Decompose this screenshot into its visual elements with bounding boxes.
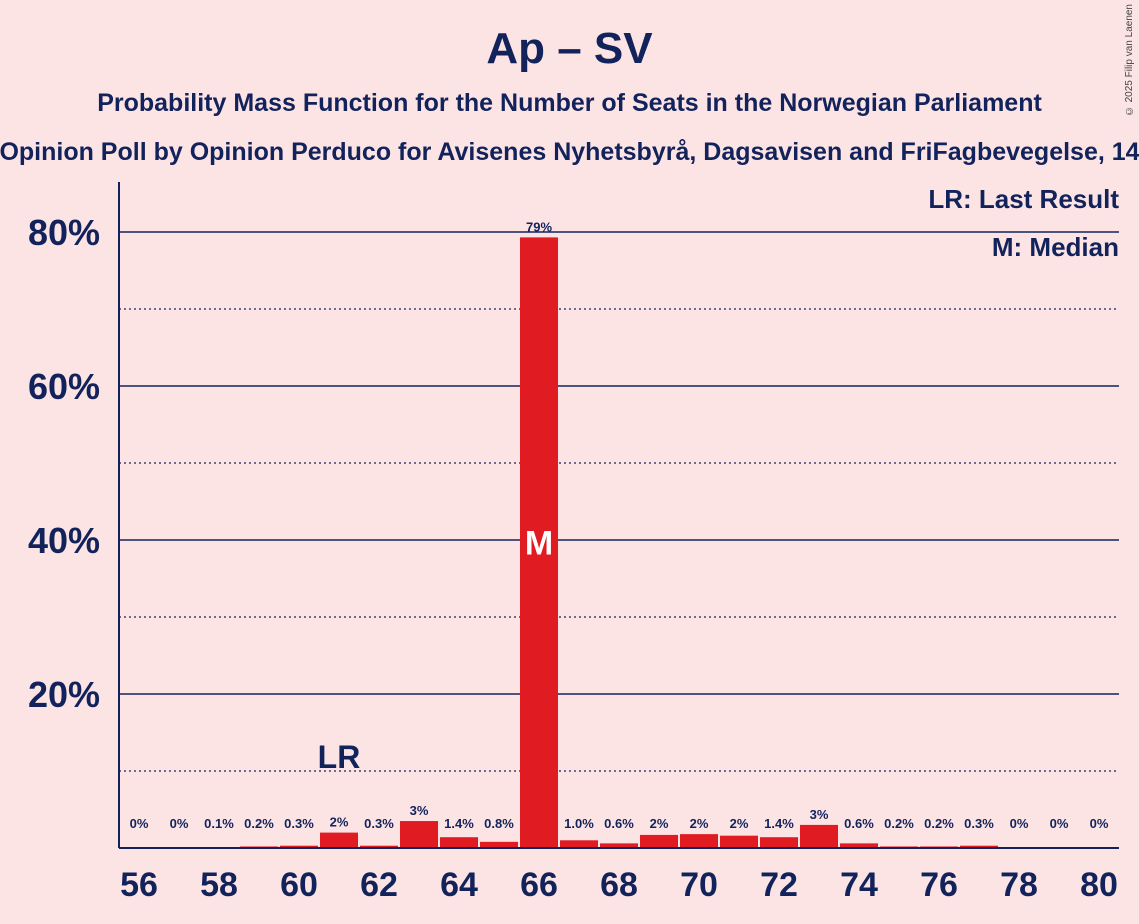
legend-median: M: Median bbox=[991, 232, 1119, 262]
data-label: 3% bbox=[410, 803, 429, 818]
x-tick-label: 60 bbox=[280, 866, 318, 904]
data-label: 1.4% bbox=[764, 816, 794, 831]
y-tick-label: 80% bbox=[28, 212, 100, 253]
data-label: 0.3% bbox=[284, 816, 314, 831]
data-label: 1.4% bbox=[444, 816, 474, 831]
data-label: 3% bbox=[810, 807, 829, 822]
x-tick-label: 70 bbox=[680, 866, 718, 904]
data-label: 0% bbox=[130, 816, 149, 831]
data-label: 0.2% bbox=[884, 816, 914, 831]
bar bbox=[640, 834, 678, 848]
data-label: 0.2% bbox=[244, 816, 274, 831]
x-tick-label: 56 bbox=[120, 866, 158, 904]
data-label: 0.6% bbox=[604, 816, 634, 831]
x-tick-label: 64 bbox=[440, 866, 478, 904]
x-tick-label: 74 bbox=[840, 866, 878, 904]
y-tick-label: 20% bbox=[28, 674, 100, 715]
data-label: 2% bbox=[330, 815, 349, 830]
bar bbox=[600, 843, 638, 848]
data-label: 0.6% bbox=[844, 816, 874, 831]
data-label: 0.3% bbox=[364, 816, 394, 831]
x-tick-label: 62 bbox=[360, 866, 398, 904]
bar bbox=[320, 832, 358, 848]
x-tick-label: 80 bbox=[1080, 866, 1118, 904]
bar bbox=[800, 824, 838, 848]
y-tick-label: 40% bbox=[28, 520, 100, 561]
bar bbox=[480, 841, 518, 848]
legend-last-result: LR: Last Result bbox=[928, 184, 1119, 214]
data-label: 2% bbox=[650, 816, 669, 831]
bar bbox=[360, 845, 398, 848]
data-label: 0% bbox=[170, 816, 189, 831]
y-tick-label: 60% bbox=[28, 366, 100, 407]
data-label: 0.1% bbox=[204, 816, 234, 831]
data-label: 1.0% bbox=[564, 816, 594, 831]
x-tick-label: 66 bbox=[520, 866, 558, 904]
bar bbox=[840, 843, 878, 848]
x-tick-label: 78 bbox=[1000, 866, 1038, 904]
bar bbox=[440, 837, 478, 848]
data-label: 2% bbox=[730, 816, 749, 831]
median-marker: M bbox=[525, 525, 553, 563]
bar bbox=[720, 835, 758, 848]
chart-poll-description: Opinion Poll by Opinion Perduco for Avis… bbox=[0, 138, 1139, 166]
chart-subtitle: Probability Mass Function for the Number… bbox=[97, 89, 1042, 117]
data-label: 0% bbox=[1050, 816, 1069, 831]
x-tick-label: 58 bbox=[200, 866, 238, 904]
bar bbox=[680, 834, 718, 848]
x-tick-label: 76 bbox=[920, 866, 958, 904]
bar bbox=[760, 837, 798, 848]
data-label: 0.8% bbox=[484, 816, 514, 831]
x-tick-label: 72 bbox=[760, 866, 798, 904]
bar bbox=[960, 845, 998, 848]
data-label: 0% bbox=[1010, 816, 1029, 831]
last-result-marker: LR bbox=[318, 739, 361, 775]
data-label: 0.2% bbox=[924, 816, 954, 831]
data-label: 0% bbox=[1090, 816, 1109, 831]
bar bbox=[400, 821, 438, 848]
data-label: 2% bbox=[690, 816, 709, 831]
bar bbox=[560, 840, 598, 848]
x-tick-label: 68 bbox=[600, 866, 638, 904]
bar bbox=[280, 845, 318, 848]
bar bbox=[520, 237, 558, 848]
data-label: 0.3% bbox=[964, 816, 994, 831]
chart-title: Ap – SV bbox=[486, 24, 653, 73]
data-label: 79% bbox=[526, 219, 552, 234]
